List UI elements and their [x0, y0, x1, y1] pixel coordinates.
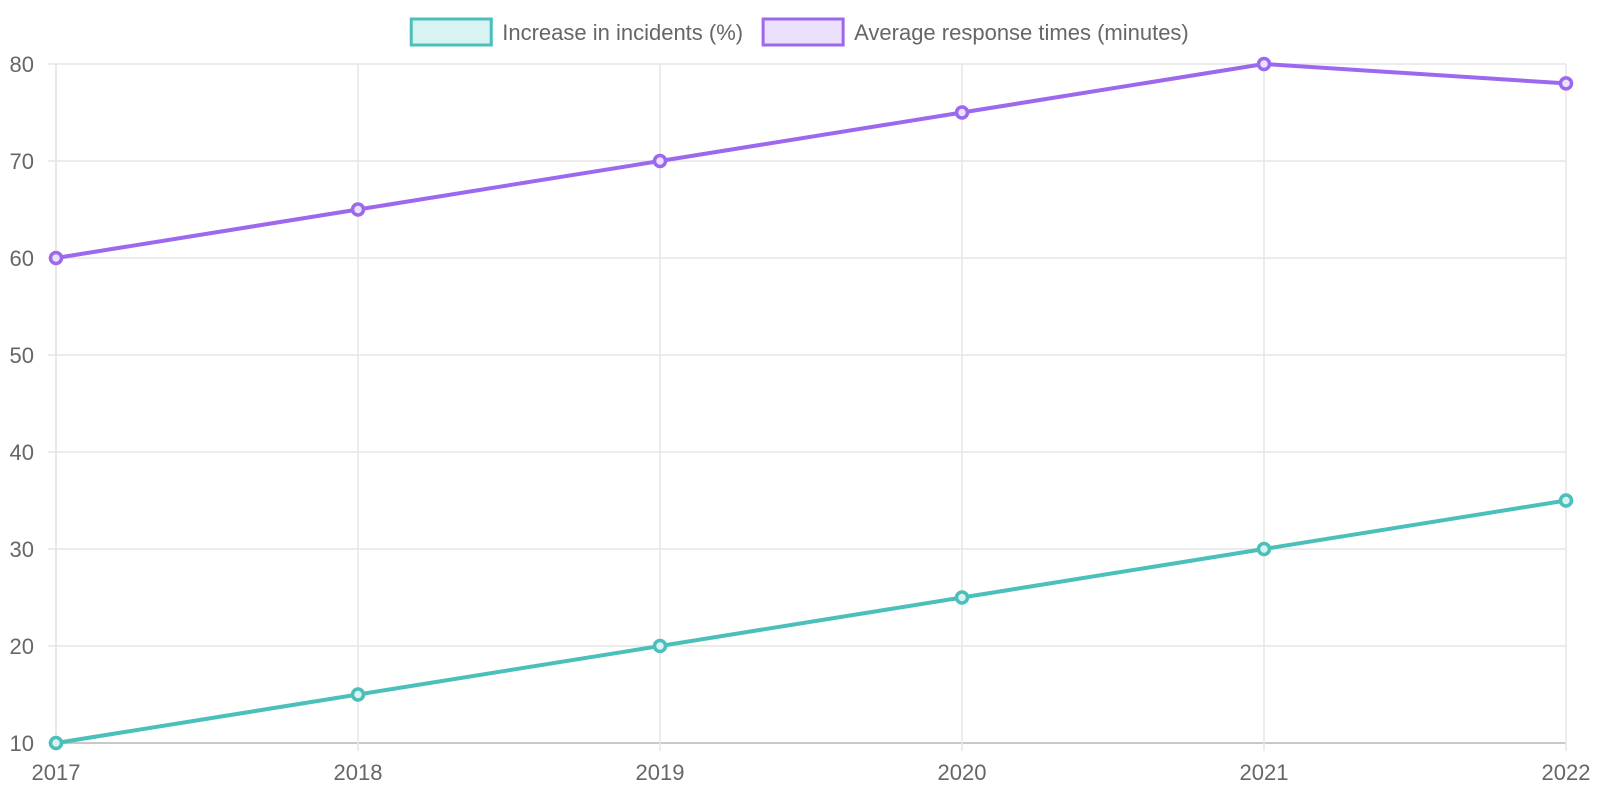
legend-swatch	[761, 17, 845, 47]
data-point[interactable]	[954, 105, 970, 120]
series-line	[54, 62, 1568, 260]
data-point[interactable]	[1558, 76, 1574, 91]
data-point[interactable]	[1256, 56, 1272, 72]
x-tick-label: 2022	[1542, 760, 1591, 785]
data-point[interactable]	[652, 153, 668, 169]
grid-lines	[55, 63, 1567, 751]
x-tick-label: 2021	[1240, 760, 1289, 785]
y-tick-label: 50	[10, 343, 34, 368]
x-tick-label: 2020	[938, 760, 987, 785]
legend-swatch	[409, 17, 493, 47]
legend-label: Average response times (minutes)	[854, 20, 1189, 45]
data-point[interactable]	[652, 638, 668, 654]
legend-label: Increase in incidents (%)	[502, 20, 743, 45]
data-point[interactable]	[48, 735, 64, 751]
series-lines	[48, 56, 1574, 751]
y-tick-label: 70	[10, 149, 34, 174]
x-tick-label: 2018	[334, 760, 383, 785]
data-point[interactable]	[350, 202, 366, 217]
x-tick-label: 2019	[636, 760, 685, 785]
axes: 10 20 30 40 50 60 70 80 2017 2018 2019 2020 2021 2022	[10, 52, 1591, 785]
y-tick-label: 40	[10, 440, 34, 465]
data-point[interactable]	[1558, 493, 1574, 508]
legend-item[interactable]: Average response times (minutes)	[761, 17, 1189, 47]
y-tick-label: 80	[10, 52, 34, 77]
legend-item[interactable]: Increase in incidents (%)	[409, 17, 743, 47]
y-tick-label: 10	[10, 731, 34, 756]
data-point[interactable]	[350, 687, 366, 702]
data-point[interactable]	[1256, 541, 1272, 557]
x-tick-label: 2017	[32, 760, 81, 785]
y-tick-label: 60	[10, 246, 34, 271]
y-tick-label: 30	[10, 537, 34, 562]
legend: Increase in incidents (%) Average respons…	[409, 17, 1189, 47]
y-tick-label: 20	[10, 634, 34, 659]
series-line	[54, 498, 1568, 745]
data-point[interactable]	[48, 250, 64, 266]
data-point[interactable]	[954, 590, 970, 605]
